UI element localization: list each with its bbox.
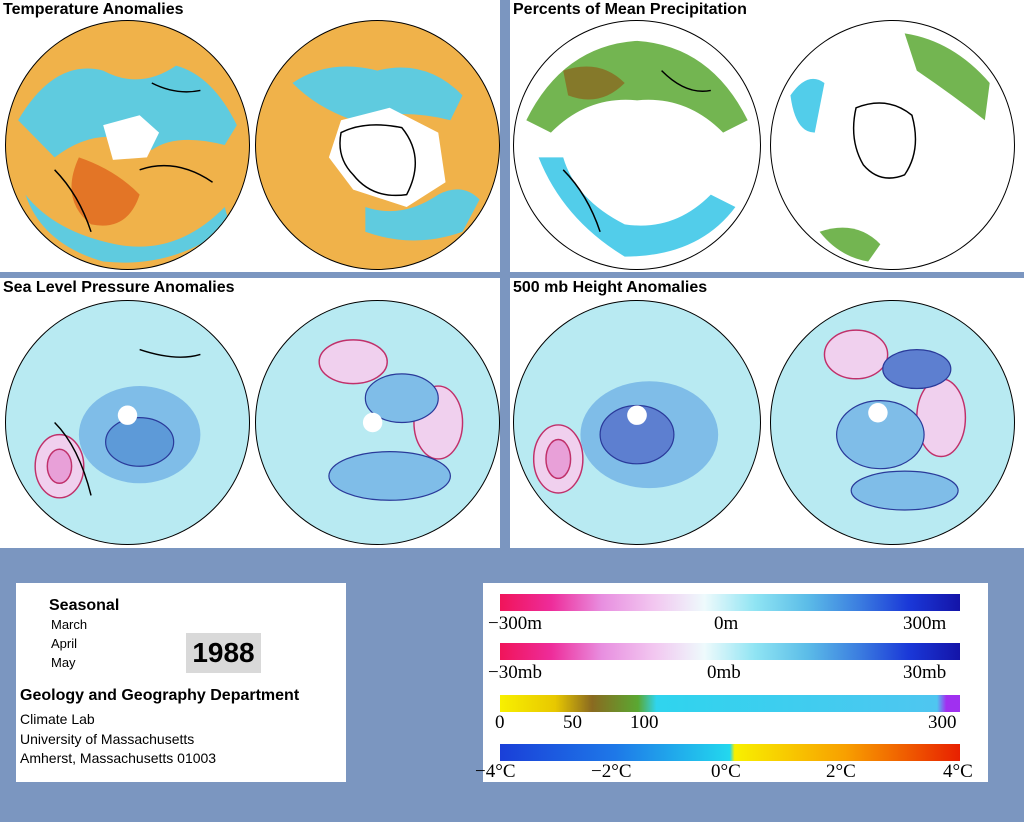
- precip-label-300: 300: [928, 712, 957, 733]
- height-color-bar: [500, 594, 960, 611]
- temperature-south-globe: [255, 20, 500, 270]
- slp-title: Sea Level Pressure Anomalies: [0, 278, 238, 298]
- department-label: Geology and Geography Department: [20, 687, 300, 704]
- season-label: Seasonal: [49, 597, 120, 614]
- precip-label-0: 0: [495, 712, 505, 733]
- university-label: University of Massachusetts: [20, 731, 195, 747]
- height500-title: 500 mb Height Anomalies: [510, 278, 711, 298]
- precip-label-100: 100: [630, 712, 659, 733]
- precipitation-title: Percents of Mean Precipitation: [510, 0, 750, 20]
- height500-south-globe: [770, 300, 1015, 545]
- temp-label-max: 4°C: [943, 761, 973, 782]
- precip-color-bar: [500, 695, 960, 712]
- height500-north-globe: [513, 300, 761, 545]
- height-label-min: −300m: [488, 613, 542, 634]
- pressure-color-bar: [500, 643, 960, 660]
- temperature-color-bar: [500, 744, 960, 761]
- slp-south-globe: [255, 300, 500, 545]
- precipitation-north-globe: [513, 20, 761, 270]
- slp-panel: Sea Level Pressure Anomalies: [0, 278, 500, 548]
- pressure-label-min: −30mb: [488, 662, 542, 683]
- temp-label-pos2: 2°C: [826, 761, 856, 782]
- temp-label-zero: 0°C: [711, 761, 741, 782]
- temperature-north-globe: [5, 20, 250, 270]
- precip-label-50: 50: [563, 712, 582, 733]
- precipitation-south-globe: [770, 20, 1015, 270]
- temp-label-neg2: −2°C: [591, 761, 632, 782]
- temp-label-min: −4°C: [475, 761, 516, 782]
- temperature-panel: Temperature Anomalies: [0, 0, 500, 272]
- year-label: 1988: [186, 633, 261, 673]
- pressure-label-zero: 0mb: [707, 662, 741, 683]
- slp-north-globe: [5, 300, 250, 545]
- lab-label: Climate Lab: [20, 711, 95, 727]
- height-label-max: 300m: [903, 613, 947, 634]
- month-label: March: [51, 617, 88, 632]
- precipitation-panel: Percents of Mean Precipitation: [510, 0, 1024, 272]
- address-label: Amherst, Massachusetts 01003: [20, 750, 217, 766]
- height-label-zero: 0m: [714, 613, 739, 634]
- month-label: May: [51, 655, 76, 670]
- temperature-title: Temperature Anomalies: [0, 0, 187, 20]
- month-label: April: [51, 636, 78, 651]
- color-scale-legend: −300m 0m 300m −30mb 0mb 30mb 0 50 100 30…: [475, 583, 988, 782]
- info-box: Seasonal March April May 1988 Geology an…: [16, 583, 346, 782]
- pressure-label-max: 30mb: [903, 662, 947, 683]
- height500-panel: 500 mb Height Anomalies: [510, 278, 1024, 548]
